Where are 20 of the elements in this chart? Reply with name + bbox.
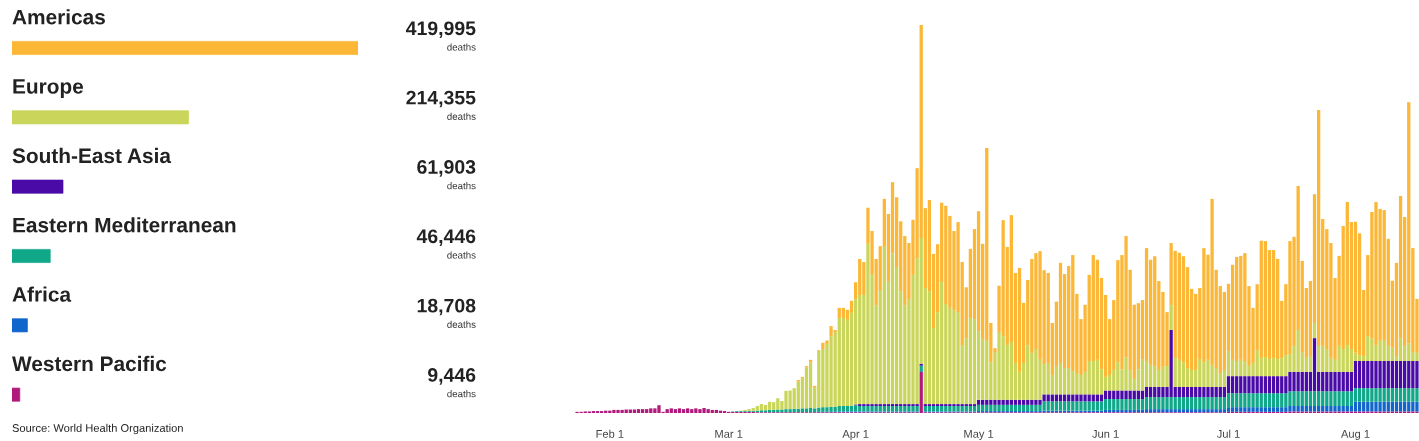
- x-tick-label: Aug 1: [1341, 430, 1370, 441]
- data-label: 214,355 deaths: [406, 90, 476, 120]
- data-label: 46,446 deaths: [416, 229, 476, 259]
- source-note: Source: World Health Organization: [12, 423, 183, 435]
- x-tick-label: Jun 1: [1092, 430, 1119, 438]
- y-tick-label: South-East Asia: [12, 147, 172, 164]
- data-label: 419,995 deaths: [406, 21, 476, 51]
- y-tick-label: Eastern Mediterranean: [13, 217, 236, 233]
- y-tick-label: Africa: [12, 286, 72, 302]
- y-tick-label: Americas: [12, 9, 105, 25]
- x-tick-label: Jul 1: [1216, 429, 1240, 438]
- y-tick-label: Europe: [13, 79, 84, 98]
- data-label: 18,708 deaths: [417, 298, 476, 328]
- x-tick-label: Mar 1: [715, 430, 743, 438]
- x-tick-label: Apr 1: [842, 430, 869, 441]
- x-tick-label: Feb 1: [596, 429, 624, 438]
- data-label: 9,446 deaths: [428, 368, 476, 398]
- data-label: 61,903 deaths: [417, 160, 476, 190]
- x-tick-label: May 1: [964, 430, 994, 441]
- y-tick-label: Western Pacific: [12, 355, 167, 372]
